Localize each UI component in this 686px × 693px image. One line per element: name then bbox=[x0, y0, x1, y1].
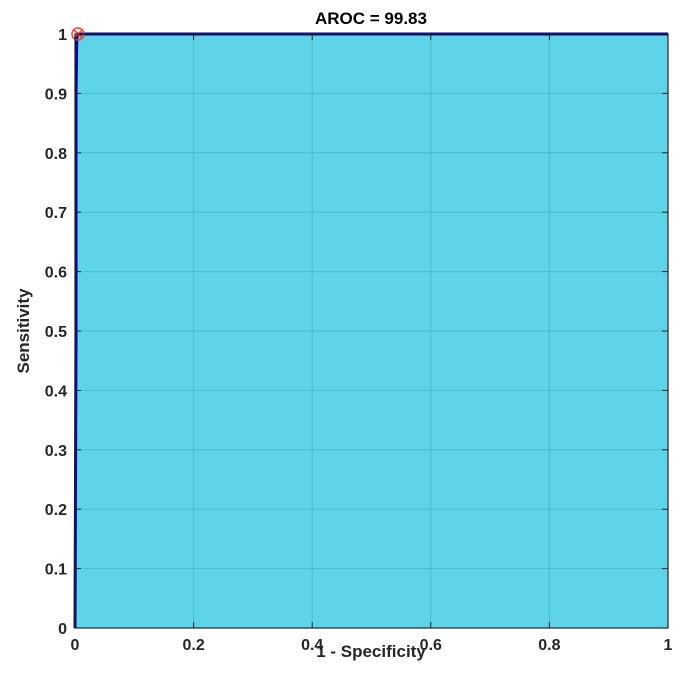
y-tick-label: 0.2 bbox=[45, 502, 67, 519]
x-axis-title: 1 - Specificity bbox=[316, 642, 426, 661]
y-tick-label: 0 bbox=[58, 621, 67, 638]
y-tick-label: 0.5 bbox=[45, 324, 67, 341]
x-tick-label: 0 bbox=[71, 637, 80, 654]
x-tick-label: 0.8 bbox=[538, 637, 560, 654]
x-tick-label: 0.6 bbox=[420, 637, 442, 654]
y-tick-label: 0.9 bbox=[45, 86, 67, 103]
y-tick-label: 0.6 bbox=[45, 265, 67, 282]
x-tick-label: 1 bbox=[664, 637, 673, 654]
chart-title: AROC = 99.83 bbox=[315, 9, 427, 28]
y-tick-label: 0.3 bbox=[45, 443, 67, 460]
x-axis-ticks: 0 0.2 0.4 0.6 0.8 1 bbox=[71, 34, 673, 654]
y-axis-title: Sensitivity bbox=[14, 288, 33, 374]
grid-lines bbox=[75, 34, 668, 628]
y-tick-label: 0.4 bbox=[45, 383, 67, 400]
y-axis-ticks: 0 0.1 0.2 0.3 0.4 0.5 0.6 0.7 0.8 0.9 1 bbox=[45, 27, 668, 638]
y-tick-label: 0.1 bbox=[45, 562, 67, 579]
y-tick-label: 0.7 bbox=[45, 205, 67, 222]
roc-area-fill bbox=[75, 34, 668, 628]
y-tick-label: 1 bbox=[58, 27, 67, 44]
x-tick-label: 0.2 bbox=[182, 637, 204, 654]
y-tick-label: 0.8 bbox=[45, 146, 67, 163]
x-tick-label: 0.4 bbox=[301, 637, 323, 654]
